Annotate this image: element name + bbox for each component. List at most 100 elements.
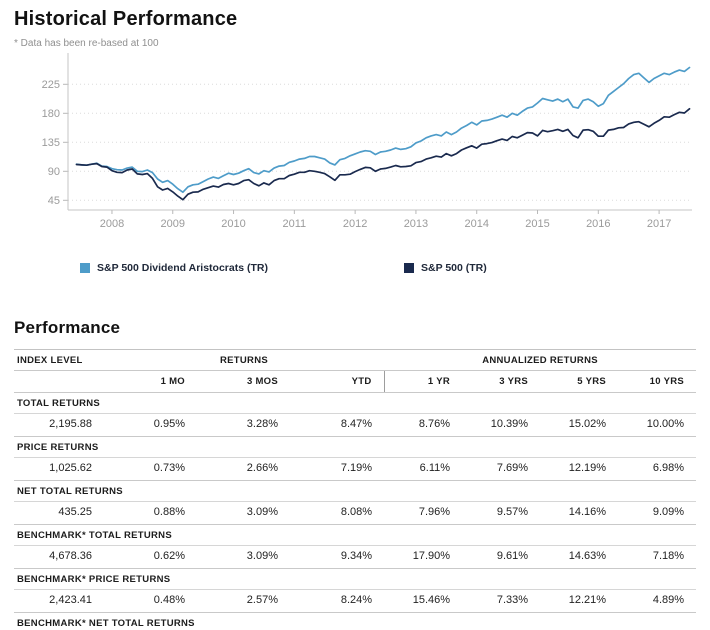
performance-line-chart: 45 90 135 180 225 2008 2009 2010 2011 2012 2013 201… (42, 53, 692, 230)
x-axis-year-label: 2016 (586, 218, 610, 230)
value-cell: 2.66% (197, 457, 290, 481)
annualized-returns-group-header: ANNUALIZED RETURNS (384, 349, 697, 371)
value-cell: 4.89% (618, 589, 697, 613)
historical-performance-title: Historical Performance (14, 8, 238, 30)
value-cell: 15.02% (540, 413, 619, 437)
column-header-ytd: YTD (290, 370, 385, 393)
value-cell: 7.96% (384, 501, 463, 525)
series-line-1 (75, 107, 691, 201)
value-cell: 7.19% (290, 457, 385, 481)
sp500-legend-swatch-icon (404, 263, 414, 273)
value-cell: 14.63% (540, 545, 619, 569)
legend-item-sp500: S&P 500 (TR) (404, 262, 487, 274)
table-row-values: 1,025.62 0.73% 2.66% 7.19% 6.11% 7.69% 12.19% 6… (14, 457, 697, 481)
performance-table: INDEX LEVEL RETURNS ANNUALIZED RETURNS 1… (14, 349, 697, 630)
x-axis-year-label: 2014 (464, 218, 488, 230)
value-cell: 9.61% (462, 545, 541, 569)
sp500-legend-label: S&P 500 (TR) (421, 262, 487, 274)
historical-performance-section: Historical Performance * Data has been r… (14, 8, 696, 49)
table-row-values: 2,195.88 0.95% 3.28% 8.47% 8.76% 10.39% 15.02%… (14, 413, 697, 437)
value-cell: 3.09% (197, 501, 290, 525)
value-cell: 8.76% (384, 413, 463, 437)
table-row-values: 2,423.41 0.48% 2.57% 8.24% 15.46% 7.33% 12.21%… (14, 589, 697, 613)
column-header-3-mos: 3 MOS (197, 370, 290, 393)
value-cell: 6.11% (384, 457, 463, 481)
rebase-note: * Data has been re-based at 100 (14, 38, 159, 49)
column-header-row: 1 MO 3 MOS YTD 1 YR 3 YRS 5 YRS 10 YRS (14, 370, 697, 393)
column-header-1-mo: 1 MO (104, 370, 197, 393)
x-axis-year-label: 2017 (647, 218, 671, 230)
value-cell: 6.98% (618, 457, 697, 481)
value-cell: 0.88% (104, 501, 197, 525)
x-axis-year-label: 2015 (525, 218, 549, 230)
table-row-label: BENCHMARK* NET TOTAL RETURNS (14, 612, 697, 630)
x-axis-year-label: 2013 (404, 218, 428, 230)
column-header-1-yr: 1 YR (383, 370, 463, 393)
value-cell: 7.69% (462, 457, 541, 481)
row-label: PRICE RETURNS (14, 436, 697, 458)
performance-title: Performance (14, 318, 121, 337)
value-cell: 0.95% (104, 413, 197, 437)
x-axis-year-label: 2009 (161, 218, 185, 230)
y-axis-tick-label: 90 (48, 166, 60, 178)
series-line-0 (75, 66, 691, 194)
row-label: NET TOTAL RETURNS (14, 480, 697, 502)
value-cell: 2,423.41 (14, 589, 104, 613)
value-cell: 0.73% (104, 457, 197, 481)
aristocrats-legend-label: S&P 500 Dividend Aristocrats (TR) (97, 262, 268, 274)
row-label: TOTAL RETURNS (14, 392, 697, 414)
y-axis-tick-label: 225 (42, 79, 60, 91)
x-axis-year-label: 2012 (343, 218, 367, 230)
aristocrats-legend-swatch-icon (80, 263, 90, 273)
value-cell: 15.46% (384, 589, 463, 613)
value-cell: 17.90% (384, 545, 463, 569)
table-row-values: 4,678.36 0.62% 3.09% 9.34% 17.90% 9.61% 14.63%… (14, 545, 697, 569)
value-cell: 10.39% (462, 413, 541, 437)
value-cell: 9.57% (462, 501, 541, 525)
value-cell: 10.00% (618, 413, 697, 437)
legend-item-aristocrats: S&P 500 Dividend Aristocrats (TR) (80, 262, 268, 274)
value-cell: 8.08% (290, 501, 385, 525)
row-label: BENCHMARK* NET TOTAL RETURNS (14, 612, 697, 630)
x-axis-year-label: 2011 (283, 218, 307, 230)
row-label: BENCHMARK* PRICE RETURNS (14, 568, 697, 590)
y-axis-tick-label: 135 (42, 137, 60, 149)
returns-group-header: RETURNS (104, 349, 385, 371)
value-cell: 8.47% (290, 413, 385, 437)
value-cell: 8.24% (290, 589, 385, 613)
value-cell: 0.62% (104, 545, 197, 569)
x-axis-year-label: 2010 (221, 218, 245, 230)
x-axis-year-label: 2008 (100, 218, 124, 230)
value-cell: 0.48% (104, 589, 197, 613)
index-level-header: INDEX LEVEL (14, 349, 104, 371)
value-cell: 9.09% (618, 501, 697, 525)
value-cell: 2.57% (197, 589, 290, 613)
empty-header-cell (14, 370, 104, 393)
table-row-label: BENCHMARK* TOTAL RETURNS (14, 524, 697, 546)
group-header-row: INDEX LEVEL RETURNS ANNUALIZED RETURNS (14, 349, 697, 371)
row-label: BENCHMARK* TOTAL RETURNS (14, 524, 697, 546)
value-cell: 7.18% (618, 545, 697, 569)
performance-section: Performance INDEX LEVEL RETURNS ANNUALIZ… (14, 318, 697, 630)
value-cell: 3.28% (197, 413, 290, 437)
table-row-values: 435.25 0.88% 3.09% 8.08% 7.96% 9.57% 14.16% 9.0… (14, 501, 697, 525)
table-row-label: NET TOTAL RETURNS (14, 480, 697, 502)
value-cell: 12.19% (540, 457, 619, 481)
value-cell: 14.16% (540, 501, 619, 525)
table-row-label: BENCHMARK* PRICE RETURNS (14, 568, 697, 590)
value-cell: 7.33% (462, 589, 541, 613)
table-row-label: PRICE RETURNS (14, 436, 697, 458)
value-cell: 12.21% (540, 589, 619, 613)
y-axis-tick-label: 45 (48, 195, 60, 207)
column-header-10-yrs: 10 YRS (618, 370, 697, 393)
table-row-label: TOTAL RETURNS (14, 392, 697, 414)
value-cell: 9.34% (290, 545, 385, 569)
value-cell: 3.09% (197, 545, 290, 569)
column-header-3-yrs: 3 YRS (462, 370, 541, 393)
value-cell: 435.25 (14, 501, 104, 525)
y-axis-tick-label: 180 (42, 108, 60, 120)
value-cell: 1,025.62 (14, 457, 104, 481)
column-header-5-yrs: 5 YRS (540, 370, 619, 393)
value-cell: 4,678.36 (14, 545, 104, 569)
